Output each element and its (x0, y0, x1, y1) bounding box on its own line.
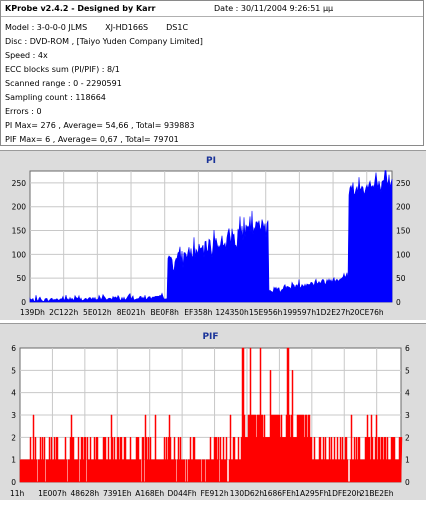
x-tick-label: 21BE2Eh (360, 489, 394, 498)
x-tick-label: D044Fh (168, 489, 197, 498)
range-line: Scanned range : 0 - 2290591 (5, 79, 122, 88)
x-tick-label: 1686FEh (263, 489, 296, 498)
y-tick-label-left: 3 (11, 411, 16, 420)
x-tick-label: 15E956h (249, 308, 283, 317)
x-tick-label: 11h (10, 489, 25, 498)
x-tick-label: 7391Eh (103, 489, 132, 498)
y-tick-label-right: 5 (405, 366, 410, 375)
pi-chart: PI 0 0 50 50 100 100 150 150 200 200 250 250 139Dh 2C1… (12, 156, 411, 317)
y-tick-label-right: 0 (396, 298, 401, 307)
model-name: XJ-HD166S (105, 23, 149, 32)
speed-line: Speed : 4x (5, 51, 48, 60)
model-line: Model : 3-0-0-0 JLMS XJ-HD166S DS1C (5, 23, 188, 32)
y-tick-label-right: 150 (396, 227, 411, 236)
y-tick-label-left: 50 (16, 274, 26, 283)
pif-chart: PIF 0 0 1 1 2 2 3 3 4 4 5 5 6 6 11h 1E007h 48628h 7391Eh A1… (10, 332, 410, 498)
x-tick-label: 1A295Fh (295, 489, 329, 498)
y-tick-label-right: 2 (405, 433, 410, 442)
x-tick-label: 48628h (71, 489, 100, 498)
y-tick-label-right: 4 (405, 389, 410, 398)
x-tick-label: A168Eh (135, 489, 164, 498)
y-tick-label-left: 6 (11, 344, 16, 353)
sampling-line: Sampling count : 118664 (5, 93, 106, 102)
y-tick-label-left: 1 (11, 456, 16, 465)
y-tick-label-right: 200 (396, 203, 411, 212)
x-tick-label: 2C122h (49, 308, 78, 317)
y-tick-label-right: 6 (405, 344, 410, 353)
x-tick-label: 20CE76h (350, 308, 384, 317)
y-tick-label-left: 2 (11, 433, 16, 442)
errors-line: Errors : 0 (5, 107, 42, 116)
x-tick-label: 8E021h (117, 308, 146, 317)
info-panel: KProbe v2.4.2 - Designed by Karr Date : … (0, 0, 424, 146)
x-tick-label: FE912h (200, 489, 228, 498)
x-tick-label: 199597h (283, 308, 317, 317)
scan-date: Date : 30/11/2004 9:26:51 μμ (214, 4, 334, 13)
pi-series (29, 170, 393, 303)
y-tick-label-left: 0 (21, 298, 26, 307)
y-tick-label-left: 4 (11, 389, 16, 398)
pif-chart-panel: PIF 0 0 1 1 2 2 3 3 4 4 5 5 6 6 11h 1E007h 48628h 7391Eh A1… (0, 323, 426, 500)
chart-title: PIF (202, 332, 218, 342)
app-title: KProbe v2.4.2 - Designed by Karr (5, 4, 156, 13)
model-firmware: DS1C (166, 23, 189, 32)
x-tick-label: 1DFE20h (327, 489, 361, 498)
pif-stats-line: PIF Max= 6 , Average= 0,67 , Total= 7970… (5, 135, 179, 144)
y-tick-label-right: 250 (396, 179, 411, 188)
y-tick-label-left: 200 (12, 203, 27, 212)
info-divider (1, 16, 423, 17)
x-tick-label: 5E012h (83, 308, 112, 317)
y-tick-label-right: 50 (396, 274, 406, 283)
disc-line: Disc : DVD-ROM , [Taiyo Yuden Company Li… (5, 37, 203, 46)
y-tick-label-left: 250 (12, 179, 27, 188)
x-tick-label: 139Dh (20, 308, 45, 317)
x-tick-label: 1E007h (38, 489, 67, 498)
x-tick-label: 130D62h (230, 489, 265, 498)
y-tick-label-left: 0 (11, 478, 16, 487)
pif-series (19, 347, 403, 483)
pi-chart-panel: PI 0 0 50 50 100 100 150 150 200 200 250 250 139Dh 2C1… (0, 150, 426, 320)
pi-stats-line: PI Max= 276 , Average= 54,66 , Total= 93… (5, 121, 195, 130)
x-tick-label: 124350h (215, 308, 249, 317)
x-tick-label: 1D2E27h (316, 308, 351, 317)
y-tick-label-right: 0 (405, 478, 410, 487)
model-prefix: Model : 3-0-0-0 JLMS (5, 23, 88, 32)
y-tick-label-right: 1 (405, 456, 410, 465)
x-tick-label: BE0F8h (150, 308, 179, 317)
chart-title: PI (206, 156, 216, 166)
ecc-line: ECC blocks sum (PI/PIF) : 8/1 (5, 65, 120, 74)
y-tick-label-left: 5 (11, 366, 16, 375)
y-tick-label-right: 3 (405, 411, 410, 420)
y-tick-label-left: 150 (12, 227, 27, 236)
x-tick-label: EF358h (184, 308, 212, 317)
y-tick-label-left: 100 (12, 250, 27, 259)
y-tick-label-right: 100 (396, 250, 411, 259)
